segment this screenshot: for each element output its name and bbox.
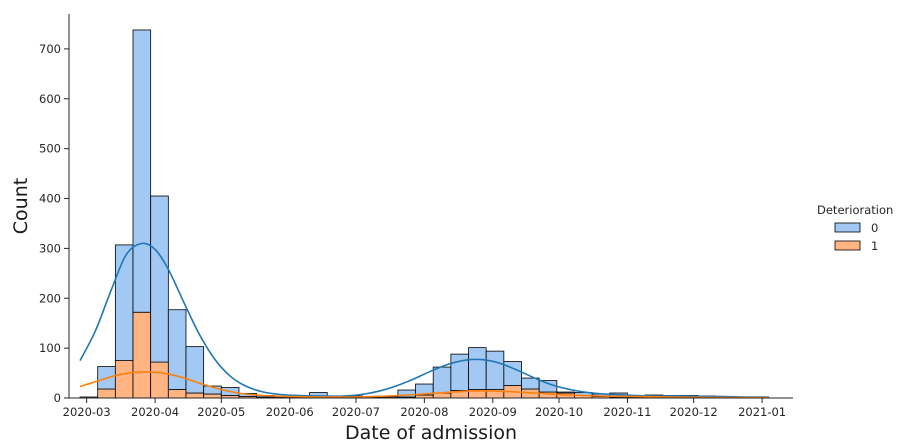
bar-0-6 <box>185 346 205 394</box>
x-tick-label-2020-04: 2020-04 <box>131 405 179 419</box>
y-tick-label-700: 700 <box>39 42 61 56</box>
x-tick-label-2020-03: 2020-03 <box>63 405 111 419</box>
x-tick-label-2020-05: 2020-05 <box>197 405 245 419</box>
bar-0-22 <box>468 347 487 390</box>
bar-1-6 <box>185 392 205 399</box>
axes <box>68 14 793 399</box>
legend-label-0: 0 <box>871 221 878 235</box>
kde-line-0 <box>79 242 769 398</box>
bar-1-1 <box>97 388 116 399</box>
y-tick-label-600: 600 <box>39 92 61 106</box>
histogram-bars <box>79 29 770 399</box>
bar-0-25 <box>521 377 540 390</box>
bar-0-4 <box>150 195 169 363</box>
bar-0-20 <box>432 366 452 394</box>
y-tick-label-300: 300 <box>39 241 61 255</box>
x-tick-label-2020-11: 2020-11 <box>603 405 651 419</box>
x-ticks: 2020-03 2020-04 2020-05 2020-06 2020-07 2020-… <box>63 398 786 419</box>
legend-swatch-0 <box>834 222 861 233</box>
x-tick-label-2020-12: 2020-12 <box>670 405 718 419</box>
legend-swatch-1 <box>834 240 861 251</box>
bar-0-24 <box>503 361 522 386</box>
kde-line-1 <box>79 371 769 399</box>
bar-0-2 <box>114 244 134 361</box>
bar-0-23 <box>485 350 505 390</box>
legend-title: Deterioration <box>817 203 893 217</box>
bar-1-7 <box>203 393 222 399</box>
x-tick-label-2020-10: 2020-10 <box>535 405 583 419</box>
bar-1-3 <box>132 311 152 399</box>
x-tick-label-2020-07: 2020-07 <box>332 405 380 419</box>
x-tick-label-2020-09: 2020-09 <box>469 405 517 419</box>
x-tick-label-2020-08: 2020-08 <box>400 405 448 419</box>
legend-label-1: 1 <box>871 239 878 253</box>
y-tick-label-100: 100 <box>39 341 61 355</box>
bar-0-27 <box>556 391 575 394</box>
kde-curves <box>79 242 769 399</box>
x-tick-label-2021-01: 2021-01 <box>738 405 786 419</box>
bar-0-3 <box>132 29 152 313</box>
y-ticks: 0 100 200 300 400 500 600 700 <box>39 42 69 405</box>
y-axis-title: Count <box>10 178 32 234</box>
bar-1-4 <box>150 361 169 399</box>
y-tick-label-500: 500 <box>39 142 61 156</box>
y-tick-label-0: 0 <box>54 391 61 405</box>
x-tick-label-2020-06: 2020-06 <box>266 405 314 419</box>
x-axis-title: Date of admission <box>345 422 517 441</box>
bar-1-5 <box>167 389 187 399</box>
y-tick-label-200: 200 <box>39 291 61 305</box>
bar-1-2 <box>114 360 134 399</box>
y-tick-label-400: 400 <box>39 192 61 206</box>
legend: Deterioration 0 1 <box>817 203 893 253</box>
